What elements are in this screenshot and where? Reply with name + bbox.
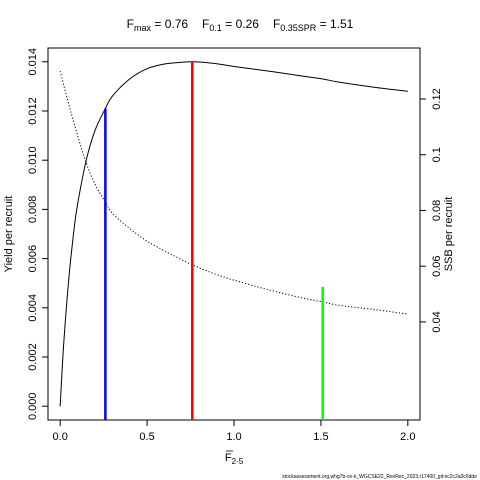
x-axis-label-main: F (225, 452, 232, 464)
x-tick-label: 0.0 (53, 431, 68, 443)
reference-lines (104, 61, 324, 420)
plot-frame (47, 47, 421, 421)
y-axis-right: 0.04 0.06 0.08 0.1 0.12 (420, 88, 443, 333)
f35-value: = 1.51 (316, 17, 353, 31)
y-left-tick-label: 0.010 (27, 146, 39, 174)
f01-name: F (202, 17, 209, 31)
y-axis-right-label: SSB per recruit (443, 197, 455, 272)
series-layer (59, 61, 408, 407)
f35-sub: 0.35SPR (280, 23, 317, 33)
x-tick-label: 1.0 (226, 431, 241, 443)
f35-name: F (273, 17, 280, 31)
fmax-value: = 0.76 (151, 17, 188, 31)
y-left-tick-label: 0.008 (27, 196, 39, 224)
y-right-tick-label: 0.04 (431, 311, 443, 332)
x-axis: 0.0 0.5 1.0 1.5 2.0 (53, 420, 415, 443)
f01-sub: 0.1 (209, 23, 222, 33)
y-axis-left: 0.000 0.002 0.004 0.006 0.008 0.010 0.012 0.014 (27, 48, 48, 420)
f01-value: = 0.26 (222, 17, 259, 31)
y-left-tick-label: 0.002 (27, 343, 39, 371)
y-left-tick-label: 0.006 (27, 245, 39, 273)
y-right-tick-label: 0.06 (431, 255, 443, 276)
yield-per-recruit-line (59, 61, 408, 407)
chart-title: Fmax = 0.76 F0.1 = 0.26 F0.35SPR = 1.51 (127, 17, 354, 33)
y-right-tick-label: 0.1 (431, 147, 443, 162)
x-tick-label: 1.5 (313, 431, 328, 443)
fmax-sub: max (134, 23, 152, 33)
y-left-tick-label: 0.000 (27, 392, 39, 420)
x-tick-label: 0.5 (139, 431, 154, 443)
x-axis-label: F2-5 (225, 452, 244, 466)
x-tick-label: 2.0 (400, 431, 415, 443)
y-left-tick-label: 0.014 (27, 48, 39, 76)
ssb-per-recruit-line (59, 71, 408, 315)
y-axis-left-label: Yield per recruit (3, 196, 15, 273)
fmax-name: F (127, 17, 134, 31)
x-axis-label-sub: 2-5 (232, 457, 244, 466)
y-left-tick-label: 0.012 (27, 97, 39, 125)
footer-source: stockassessment.org,whg7b-ce-k_WGCSE22_R… (282, 474, 477, 480)
y-right-tick-label: 0.12 (431, 88, 443, 109)
y-right-tick-label: 0.08 (431, 200, 443, 221)
y-left-tick-label: 0.004 (27, 294, 39, 322)
